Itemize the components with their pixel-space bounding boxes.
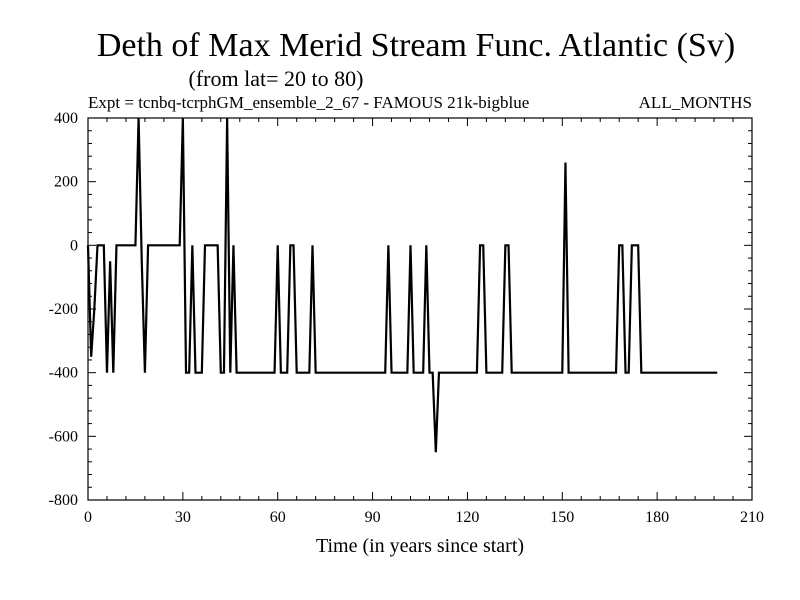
y-tick-label: 0: [70, 237, 78, 254]
y-tick-label: -400: [49, 365, 78, 382]
experiment-label: Expt = tcnbq-tcrphGM_ensemble_2_67 - FAM…: [88, 93, 529, 112]
chart-title: Deth of Max Merid Stream Func. Atlantic …: [97, 27, 735, 64]
chart-subtitle: (from lat= 20 to 80): [189, 66, 364, 91]
y-tick-labels: 400 200 0 -200 -400 -600 -800: [49, 110, 78, 509]
plot-frame: [87, 117, 753, 501]
x-axis-label: Time (in years since start): [316, 535, 524, 557]
x-tick-label: 0: [84, 509, 92, 526]
series-line: [86, 117, 718, 453]
axis-ticks: [87, 117, 753, 501]
y-tick-label: -800: [49, 492, 78, 509]
y-tick-label: -600: [49, 428, 78, 445]
y-tick-label: 200: [54, 174, 78, 191]
x-tick-label: 30: [175, 509, 191, 526]
x-tick-label: 210: [740, 509, 764, 526]
y-tick-label: -200: [49, 301, 78, 318]
x-tick-labels: 0 30 60 90 120 150 180 210: [84, 509, 764, 526]
x-tick-label: 90: [365, 509, 381, 526]
period-label: ALL_MONTHS: [639, 93, 752, 112]
series-layer: [86, 117, 718, 453]
x-tick-label: 180: [645, 509, 669, 526]
y-tick-label: 400: [54, 110, 78, 127]
x-tick-label: 150: [550, 509, 574, 526]
x-tick-label: 60: [270, 509, 286, 526]
x-tick-label: 120: [455, 509, 479, 526]
